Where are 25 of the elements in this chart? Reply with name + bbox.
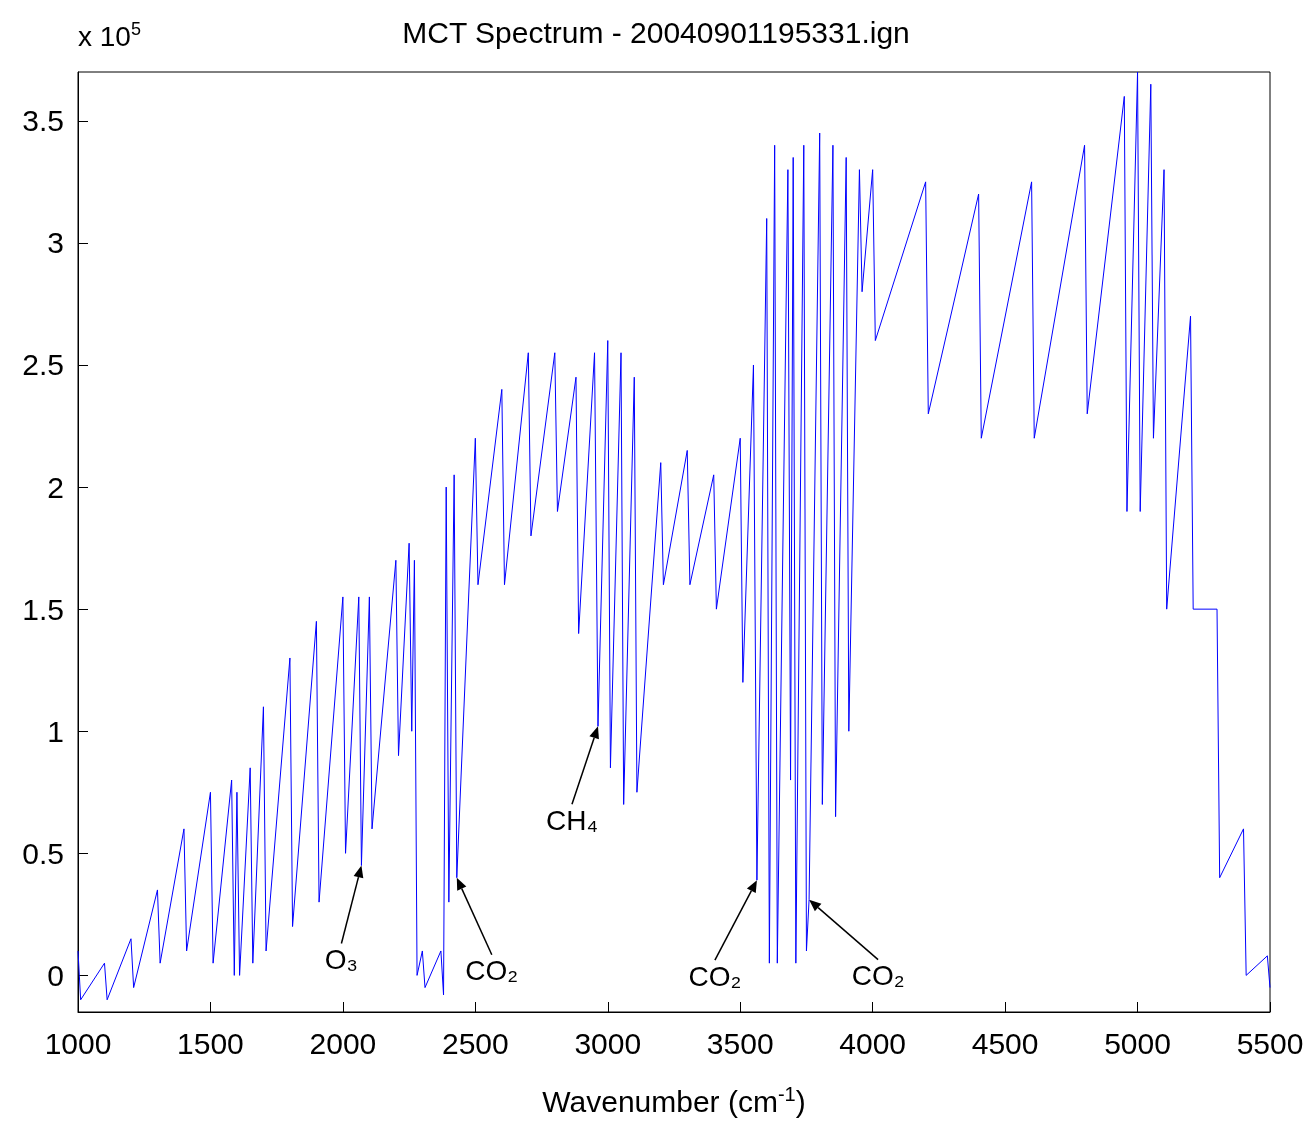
x-tick-label: 3000 [574,1026,642,1060]
x-tick-label: 4500 [971,1026,1039,1060]
x-tick-label: 3500 [706,1026,774,1060]
y-tick-label: 0 [47,958,64,992]
x-tick-label: 5500 [1236,1026,1304,1060]
x-tick-label: 2000 [309,1026,377,1060]
x-tick-label: 5000 [1104,1026,1171,1060]
y-tick-label: 1.5 [22,592,64,626]
annotation: CO₂ [851,960,905,992]
y-tick-label: 3.5 [22,104,64,138]
annotation: O₃ [324,944,359,976]
x-tick-label: 1500 [177,1026,244,1060]
y-tick-label: 1 [47,714,64,748]
line-series [77,71,1271,1001]
x-tick-label: 2500 [441,1026,509,1060]
x-tick-label: 1000 [44,1026,112,1060]
annotation: CH₄ [546,804,598,836]
y-tick-label: 2 [47,470,64,504]
annotation: CO₂ [688,960,742,992]
y-tick-label: 3 [47,226,64,260]
y-tick-label: 0.5 [22,836,64,870]
chart-title: MCT Spectrum - 20040901195331.ign [402,15,910,49]
x-tick-label: 4000 [839,1026,907,1060]
annotation: CO₂ [465,955,519,987]
y-tick-label: 2.5 [22,348,64,382]
